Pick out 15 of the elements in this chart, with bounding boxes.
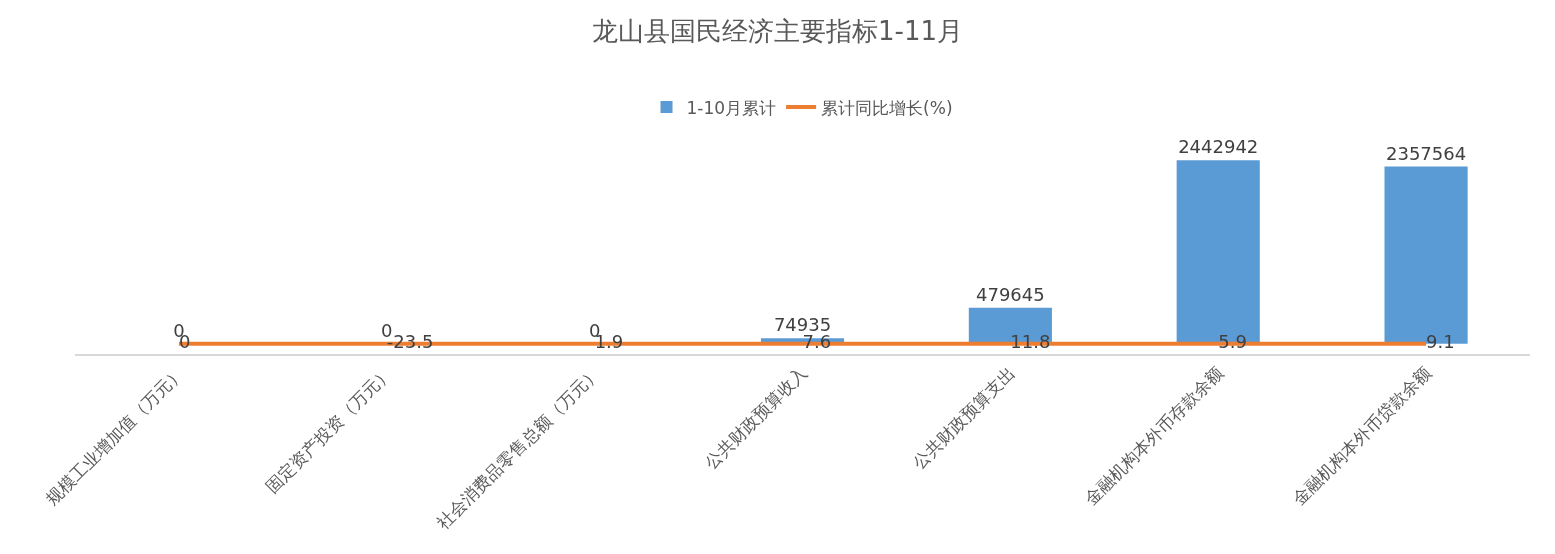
x-tick-label: 规模工业增加值（万元）	[41, 362, 188, 509]
data-label: 2357564	[1385, 142, 1467, 164]
x-tick-label: 公共财政预算支出	[908, 362, 1020, 473]
data-label: 11.8	[1010, 331, 1051, 353]
chart-title: 龙山县国民经济主要指标1-11月	[591, 16, 964, 47]
x-tick-label: 固定资产投资（万元）	[261, 362, 396, 497]
x-tick-label: 公共财政预算收入	[701, 362, 812, 473]
data-label: 479645	[976, 283, 1045, 305]
x-tick-label: 社会消费品零售总额（万元）	[433, 362, 604, 534]
x-tick-label: 金融机构本外币贷款余额	[1288, 362, 1435, 509]
data-label: 5.9	[1218, 331, 1247, 353]
x-tick-label: 金融机构本外币存款余额	[1080, 362, 1228, 509]
data-label: 2442942	[1178, 136, 1259, 158]
legend-label: 1-10月累计	[686, 97, 777, 118]
legend-label: 累计同比增长(%)	[821, 97, 953, 118]
